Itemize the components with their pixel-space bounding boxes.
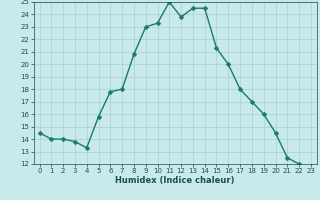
X-axis label: Humidex (Indice chaleur): Humidex (Indice chaleur) [116,176,235,185]
